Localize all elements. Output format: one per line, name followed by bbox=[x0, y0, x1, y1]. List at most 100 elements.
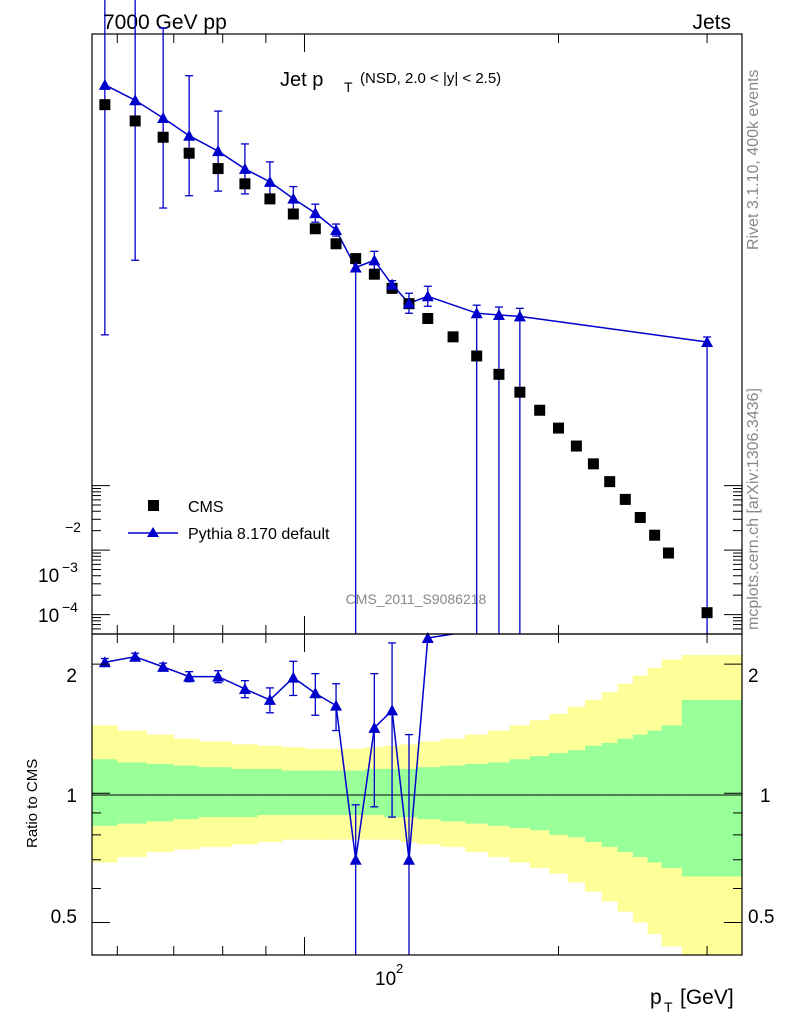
legend-label-cms: CMS bbox=[188, 499, 224, 516]
inner-band-segment bbox=[681, 699, 743, 877]
cms-point bbox=[212, 163, 224, 175]
ratio-ytick-label-2: 2 bbox=[66, 666, 77, 687]
inner-band-segment bbox=[173, 765, 200, 820]
ratio-point bbox=[368, 721, 381, 733]
inner-band-segment bbox=[465, 764, 489, 824]
cms-point bbox=[604, 476, 616, 488]
main-data-layer bbox=[98, 0, 714, 634]
ratio-ytick-label-0.5: 0.5 bbox=[51, 907, 77, 928]
inner-band-segment bbox=[199, 767, 233, 818]
main-x-ticks bbox=[116, 34, 708, 634]
main-ytick-exp-1e-3: −3 bbox=[62, 559, 78, 575]
inner-band-segment bbox=[325, 770, 347, 816]
pythia-point bbox=[513, 310, 526, 322]
ratio-point bbox=[402, 853, 415, 865]
ratio-point bbox=[349, 853, 362, 865]
cms-point bbox=[514, 386, 526, 398]
ratio-y-axis-label: Ratio to CMS bbox=[24, 759, 41, 848]
cms-point bbox=[309, 223, 321, 235]
cms-point bbox=[350, 253, 362, 265]
xtick-label-100-exp: 2 bbox=[396, 961, 403, 976]
main-ytick-exp-1e-2: −2 bbox=[65, 519, 81, 535]
main-ytick-exp-1e-4: −4 bbox=[62, 599, 78, 615]
main-y-ticks bbox=[92, 485, 742, 635]
inner-band-segment bbox=[92, 759, 118, 826]
inner-band-segment bbox=[567, 750, 586, 838]
ratio-point bbox=[421, 632, 434, 644]
ratio-ytick-label-2-right: 2 bbox=[748, 666, 759, 687]
x-axis-label-subscript: T bbox=[664, 999, 673, 1015]
inner-band-segment bbox=[529, 756, 550, 831]
inner-band-segment bbox=[632, 734, 649, 858]
pythia-point bbox=[98, 78, 111, 90]
cms-point bbox=[447, 331, 459, 343]
cms-point bbox=[422, 312, 434, 324]
legend-marker-pythia bbox=[147, 527, 159, 537]
cms-point bbox=[493, 368, 505, 380]
ratio-ytick-label-0.5-right: 0.5 bbox=[748, 907, 774, 928]
inner-band-segment bbox=[117, 762, 148, 824]
inner-band-segment bbox=[440, 765, 466, 822]
pythia-point bbox=[212, 145, 225, 157]
ratio-point bbox=[287, 671, 300, 683]
inner-band-segment bbox=[146, 764, 175, 822]
ratio-ytick-label-1-right: 1 bbox=[760, 786, 771, 807]
cms-point bbox=[471, 350, 483, 362]
pythia-point bbox=[330, 224, 343, 236]
cms-point bbox=[183, 147, 195, 159]
ratio-point bbox=[212, 670, 225, 682]
ratio-point bbox=[238, 682, 251, 694]
source-label: mcplots.cern.ch [arXiv:1306.3436] bbox=[745, 388, 762, 630]
x-axis-label: p bbox=[650, 986, 662, 1009]
cms-point bbox=[534, 404, 546, 416]
cms-point bbox=[99, 99, 111, 111]
cms-point bbox=[701, 607, 713, 619]
cms-point bbox=[662, 547, 674, 559]
ratio-y-ticks bbox=[92, 663, 742, 923]
ratio-point bbox=[129, 650, 142, 662]
main-ytick-label-1e-3: 10 bbox=[38, 566, 59, 587]
cms-point bbox=[634, 511, 646, 523]
ratio-point bbox=[330, 699, 343, 711]
pythia-point bbox=[238, 162, 251, 174]
cms-point bbox=[157, 131, 169, 143]
pythia-point bbox=[287, 192, 300, 204]
analysis-watermark: CMS_2011_S9086218 bbox=[346, 591, 487, 607]
main-plot-panel: Jet p T (NSD, 2.0 < |y| < 2.5) 10 −2 10 … bbox=[38, 0, 743, 635]
plot-title-condition: (NSD, 2.0 < |y| < 2.5) bbox=[360, 70, 501, 87]
header-collision-label: 7000 GeV pp bbox=[103, 11, 227, 34]
pythia-point bbox=[368, 254, 381, 266]
rivet-version-label: Rivet 3.1.10, 400k events bbox=[745, 69, 762, 250]
ratio-line bbox=[104, 633, 454, 860]
cms-point bbox=[264, 193, 276, 205]
pythia-point bbox=[701, 336, 714, 348]
pythia-point bbox=[386, 278, 399, 290]
inner-band-segment bbox=[549, 753, 569, 835]
pythia-point bbox=[183, 129, 196, 141]
ratio-point bbox=[157, 660, 170, 672]
pythia-point bbox=[349, 261, 362, 273]
inner-band-segment bbox=[346, 770, 366, 816]
cms-point bbox=[587, 458, 599, 470]
inner-band-segment bbox=[257, 768, 283, 816]
plot-title-subscript: T bbox=[344, 79, 353, 95]
header-process-label: Jets bbox=[692, 11, 731, 34]
ratio-x-ticks bbox=[116, 634, 708, 955]
main-ytick-label-1e-4: 10 bbox=[38, 606, 59, 627]
legend: CMS Pythia 8.170 default bbox=[128, 499, 330, 543]
cms-point bbox=[368, 268, 380, 280]
pythia-point bbox=[402, 297, 415, 309]
x-axis-label-unit: [GeV] bbox=[680, 986, 734, 1009]
cms-point bbox=[330, 238, 342, 250]
ratio-point bbox=[263, 693, 276, 705]
inner-band-segment bbox=[231, 768, 259, 818]
inner-band-segment bbox=[584, 745, 603, 843]
pythia-point bbox=[263, 175, 276, 187]
ratio-point bbox=[183, 670, 196, 682]
cms-point bbox=[129, 115, 141, 127]
cms-point bbox=[649, 529, 661, 541]
pythia-point bbox=[421, 290, 434, 302]
inner-band-segment bbox=[661, 725, 683, 868]
cms-point bbox=[570, 440, 582, 452]
